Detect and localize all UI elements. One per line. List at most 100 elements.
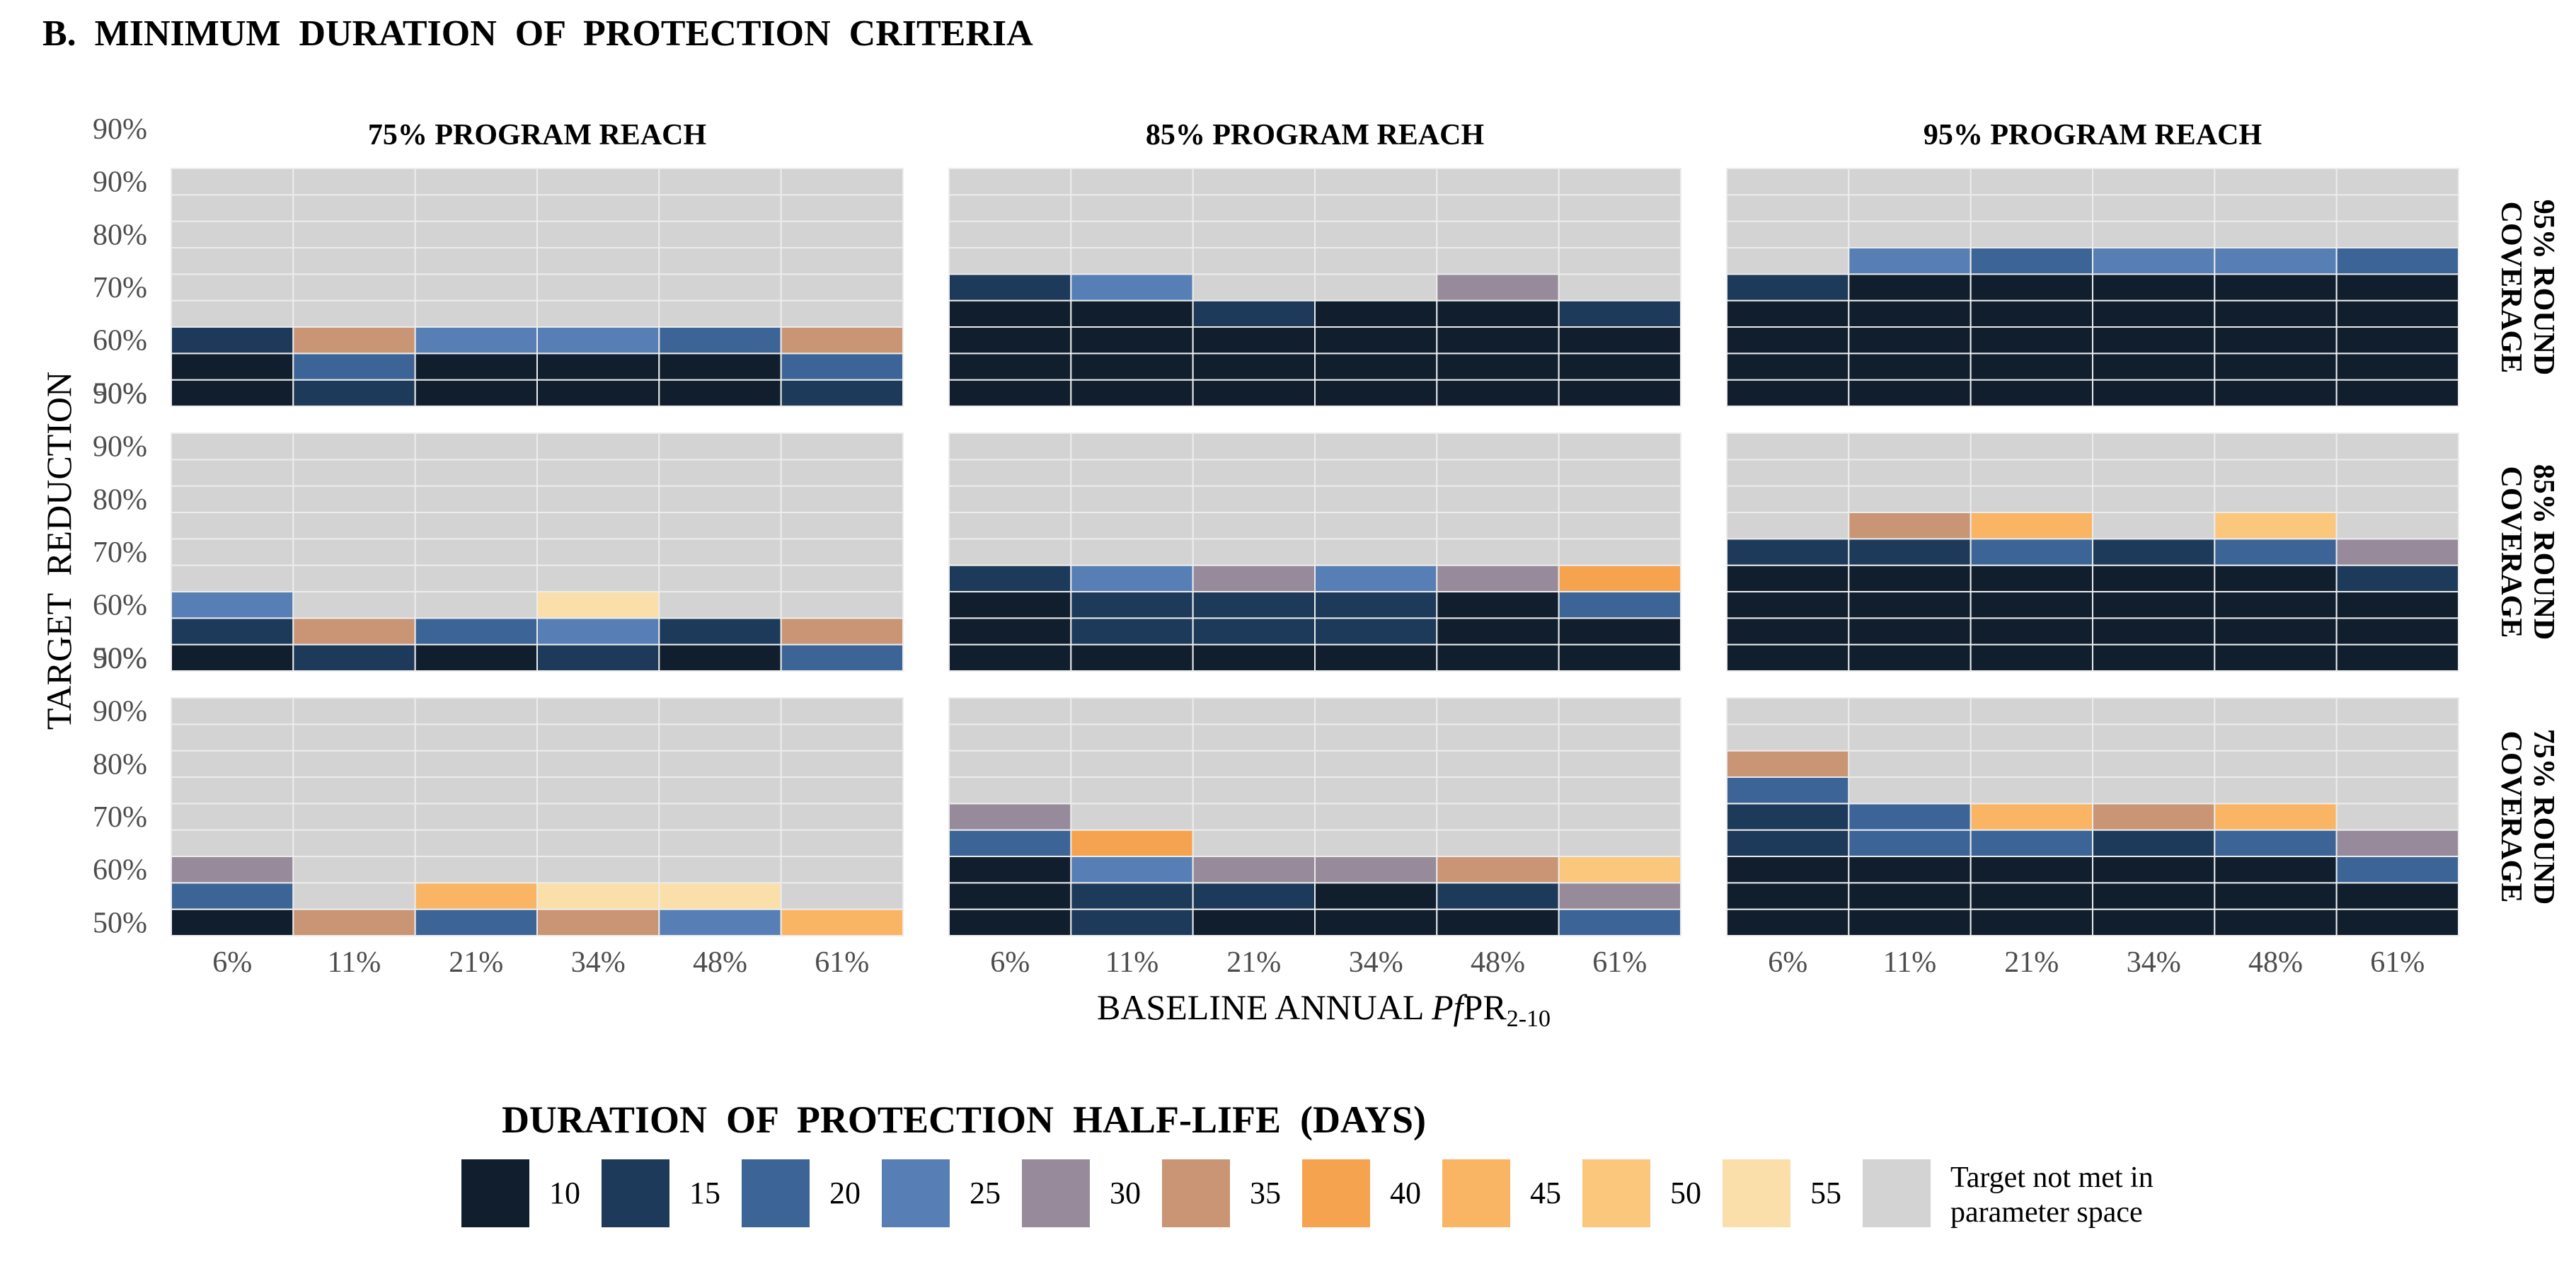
heatmap-cell: [2335, 882, 2459, 910]
heatmap-cell: [1436, 220, 1560, 249]
heatmap-cell: [171, 299, 294, 328]
heatmap-cell: [1970, 803, 2093, 831]
heatmap-cell: [2335, 485, 2459, 513]
x-tick-label: 6%: [212, 946, 252, 979]
heatmap-cell: [1970, 776, 2093, 805]
heatmap-cell: [780, 591, 904, 619]
heatmap-cell: [1314, 326, 1438, 355]
x-tick-label: 61%: [2370, 946, 2425, 979]
x-tick-label: 21%: [449, 946, 503, 979]
heatmap-cell: [948, 723, 1072, 752]
legend-label: parameter space: [1950, 1196, 2143, 1229]
heatmap-cell: [1848, 723, 1972, 752]
heatmap-cell: [1726, 697, 1850, 725]
heatmap-cell: [1436, 617, 1560, 645]
heatmap-cell: [414, 591, 538, 619]
heatmap-cell: [780, 379, 904, 407]
heatmap-cell: [780, 326, 904, 355]
heatmap-cell: [1436, 194, 1560, 222]
heatmap-cell: [1970, 512, 2093, 540]
heatmap-cell: [948, 273, 1072, 302]
y-tick-label: 90%: [93, 113, 147, 146]
heatmap-cell: [414, 803, 538, 831]
heatmap-cell: [536, 220, 660, 249]
heatmap-cell: [1192, 829, 1316, 858]
heatmap-cell: [1970, 220, 2093, 249]
heatmap-cell: [1192, 299, 1316, 328]
heatmap-cell: [1192, 697, 1316, 725]
heatmap-cell: [1070, 697, 1194, 725]
heatmap-cell: [414, 617, 538, 645]
heatmap-cell: [1970, 564, 2093, 592]
heatmap-cell: [780, 803, 904, 831]
heatmap-cell: [2214, 617, 2338, 645]
legend-label: 35: [1250, 1176, 1281, 1210]
heatmap-cell: [1726, 538, 1850, 566]
heatmap-cell: [1314, 512, 1438, 540]
heatmap-cell: [780, 776, 904, 805]
row-panel-label: 75% ROUNDCOVERAGE: [2495, 729, 2560, 905]
heatmap-cell: [780, 485, 904, 513]
heatmap-cell: [171, 750, 294, 779]
y-tick-label: 90%: [93, 696, 147, 728]
heatmap-cell: [414, 750, 538, 779]
heatmap-cell: [1192, 591, 1316, 619]
heatmap-cell: [2092, 882, 2216, 910]
heatmap-cell: [1070, 326, 1194, 355]
heatmap-cell: [1558, 882, 1681, 910]
heatmap-cell: [2214, 168, 2338, 196]
heatmap-cell: [658, 485, 782, 513]
heatmap-cell: [292, 829, 416, 858]
heatmap-cell: [2335, 512, 2459, 540]
heatmap-cell: [1070, 882, 1194, 910]
heatmap-cell: [1970, 247, 2093, 275]
legend-swatch: [882, 1159, 950, 1227]
y-tick-label: 80%: [93, 483, 147, 516]
heatmap-cell: [1436, 829, 1560, 858]
heatmap-cell: [1192, 856, 1316, 884]
heatmap-cell: [1192, 379, 1316, 407]
heatmap-cell: [2092, 538, 2216, 566]
panel-r0-c1: [948, 168, 1681, 407]
heatmap-cell: [658, 803, 782, 831]
heatmap-cell: [1848, 168, 1972, 196]
heatmap-cell: [1192, 352, 1316, 381]
legend-swatch: [602, 1159, 669, 1227]
heatmap-cell: [1848, 459, 1972, 487]
heatmap-cell: [1314, 617, 1438, 645]
heatmap-cell: [2214, 643, 2338, 672]
heatmap-cell: [2092, 564, 2216, 592]
row-panel-label-line: COVERAGE: [2495, 202, 2527, 374]
heatmap-cell: [1070, 168, 1194, 196]
heatmap-cell: [658, 220, 782, 249]
heatmap-cell: [414, 564, 538, 592]
heatmap-cell: [1436, 538, 1560, 566]
heatmap-cell: [1436, 723, 1560, 752]
heatmap-cell: [414, 856, 538, 884]
heatmap-cell: [658, 564, 782, 592]
heatmap-cell: [1192, 882, 1316, 910]
heatmap-cell: [292, 299, 416, 328]
y-tick-label: 60%: [93, 590, 147, 622]
heatmap-cell: [536, 750, 660, 779]
y-tick-label: 70%: [93, 272, 147, 304]
heatmap-cell: [1558, 194, 1681, 222]
heatmap-cell: [948, 432, 1072, 461]
y-tick-label: 50%: [93, 907, 147, 939]
heatmap-cell: [171, 697, 294, 725]
heatmap-cell: [171, 220, 294, 249]
heatmap-cell: [2092, 247, 2216, 275]
heatmap-cell: [1436, 247, 1560, 275]
heatmap-cell: [171, 564, 294, 592]
heatmap-cell: [292, 432, 416, 461]
heatmap-cell: [1192, 803, 1316, 831]
heatmap-cell: [1314, 459, 1438, 487]
heatmap-cell: [1192, 459, 1316, 487]
heatmap-cell: [1192, 485, 1316, 513]
heatmap-cell: [1970, 194, 2093, 222]
heatmap-cell: [536, 776, 660, 805]
y-tick-label: 70%: [93, 801, 147, 834]
heatmap-cell: [292, 591, 416, 619]
heatmap-cell: [1558, 591, 1681, 619]
figure-title: B. MINIMUM DURATION OF PROTECTION CRITER…: [42, 13, 1033, 54]
